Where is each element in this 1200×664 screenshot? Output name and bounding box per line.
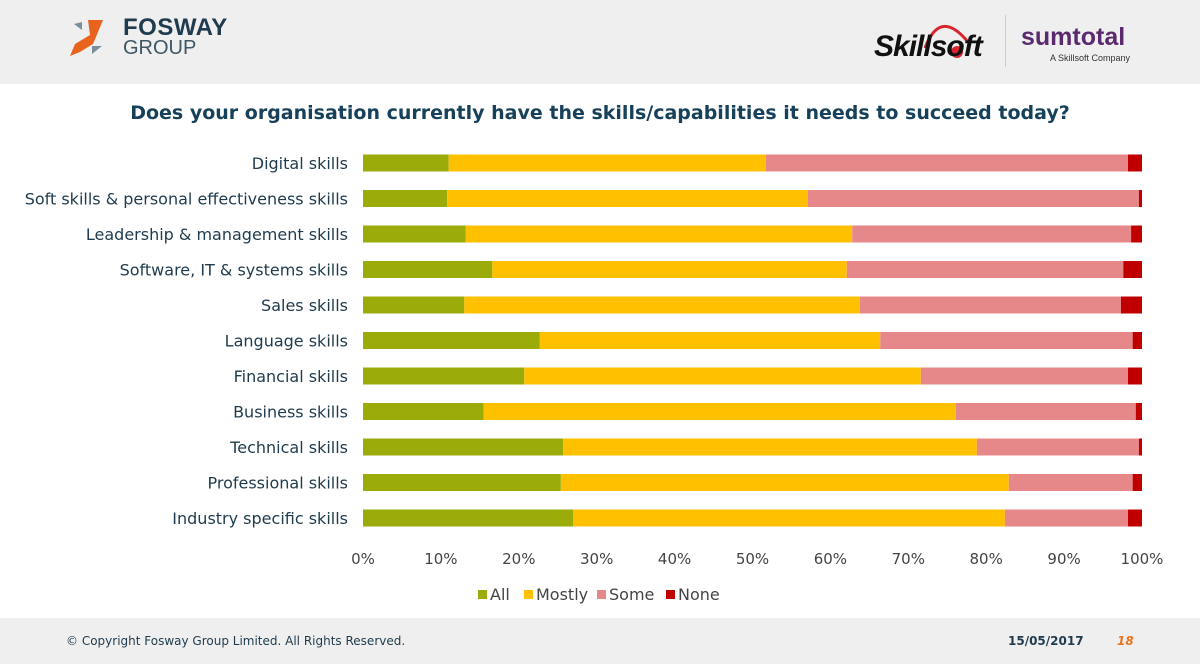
legend-label: None	[678, 585, 720, 604]
chart-title: Does your organisation currently have th…	[130, 102, 1070, 124]
bar-none	[1127, 509, 1142, 527]
bar-all	[363, 332, 540, 349]
bar-all	[363, 190, 448, 207]
bar-some	[807, 190, 1139, 207]
bar-none	[1127, 154, 1142, 172]
logo-divider	[1005, 15, 1006, 67]
category-label: Sales skills	[261, 296, 348, 315]
legend-label: Some	[609, 585, 654, 604]
bar-all	[363, 296, 465, 314]
x-tick-label: 60%	[814, 550, 847, 568]
category-label: Industry specific skills	[172, 509, 348, 528]
x-tick-label: 40%	[658, 550, 691, 568]
x-tick-label: 0%	[351, 550, 375, 568]
header: FOSWAY GROUP Skillsoft sumtotal A Skills…	[0, 0, 1200, 84]
bar-mostly	[563, 438, 977, 456]
category-label: Digital skills	[252, 154, 348, 173]
x-tick-label: 100%	[1121, 550, 1164, 568]
category-label: Language skills	[225, 332, 348, 351]
bar-none	[1131, 225, 1142, 243]
bar-all	[363, 474, 561, 491]
bar-none	[1120, 296, 1142, 314]
footer: © Copyright Fosway Group Limited. All Ri…	[0, 618, 1200, 664]
category-label: Financial skills	[234, 367, 348, 386]
category-label: Professional skills	[207, 474, 348, 493]
legend-swatch-some	[597, 590, 606, 599]
legend-swatch-all	[478, 590, 487, 599]
bar-some	[976, 438, 1139, 456]
category-label: Technical skills	[229, 438, 348, 457]
x-tick-label: 50%	[736, 550, 769, 568]
bar-some	[920, 367, 1128, 385]
bar-mostly	[560, 474, 1009, 491]
bar-mostly	[464, 296, 861, 314]
bar-some	[955, 403, 1136, 420]
bar-some	[1008, 474, 1133, 491]
bar-all	[363, 509, 574, 527]
bar-mostly	[539, 332, 881, 349]
legend-label: Mostly	[536, 585, 588, 604]
skillsoft-logo: Skillsoft	[874, 30, 983, 63]
legend-swatch-mostly	[524, 590, 533, 599]
x-tick-label: 10%	[424, 550, 457, 568]
category-label: Software, IT & systems skills	[120, 261, 348, 280]
fosway-logo-name: FOSWAY	[123, 14, 228, 41]
x-tick-label: 90%	[1047, 550, 1080, 568]
copyright-text: © Copyright Fosway Group Limited. All Ri…	[66, 634, 406, 648]
bar-none	[1123, 261, 1142, 278]
bar-some	[1004, 509, 1128, 527]
category-label: Soft skills & personal effectiveness ski…	[25, 190, 348, 209]
bar-mostly	[465, 225, 853, 243]
bar-mostly	[483, 403, 956, 420]
x-tick-label: 30%	[580, 550, 613, 568]
bar-all	[363, 438, 564, 456]
bar-all	[363, 367, 525, 385]
bar-mostly	[448, 154, 766, 172]
bar-none	[1132, 332, 1142, 349]
page-number: 18	[1117, 634, 1134, 648]
category-label: Leadership & management skills	[86, 225, 348, 244]
stacked-bar-chart: Digital skills Soft skills & personal eff…	[25, 154, 1164, 604]
category-label: Business skills	[233, 403, 348, 422]
legend-swatch-none	[666, 590, 675, 599]
x-tick-label: 80%	[970, 550, 1003, 568]
bar-mostly	[524, 367, 921, 385]
legend-label: All	[490, 585, 510, 604]
skillsoft-headphones-icon	[923, 24, 970, 58]
bar-some	[852, 225, 1132, 243]
bar-mostly	[492, 261, 847, 278]
bar-some	[765, 154, 1128, 172]
bar-none	[1132, 474, 1142, 491]
x-tick-label: 20%	[502, 550, 535, 568]
bar-some	[846, 261, 1124, 278]
bar-none	[1135, 403, 1142, 420]
bar-mostly	[573, 509, 1005, 527]
date-text: 15/05/2017	[1008, 634, 1084, 648]
bar-all	[363, 154, 449, 172]
fosway-logo-mark-icon	[70, 20, 103, 56]
bar-all	[363, 403, 484, 420]
bar-none	[1127, 367, 1142, 385]
bar-none	[1138, 438, 1142, 456]
x-tick-label: 70%	[892, 550, 925, 568]
bar-none	[1138, 190, 1142, 207]
fosway-logo-group: GROUP	[123, 37, 197, 59]
bar-mostly	[447, 190, 808, 207]
bar-some	[860, 296, 1121, 314]
sumtotal-subtitle: A Skillsoft Company	[1050, 53, 1131, 63]
sumtotal-logo: sumtotal	[1021, 23, 1126, 51]
bar-all	[363, 261, 493, 278]
bar-some	[880, 332, 1133, 349]
bar-all	[363, 225, 466, 243]
